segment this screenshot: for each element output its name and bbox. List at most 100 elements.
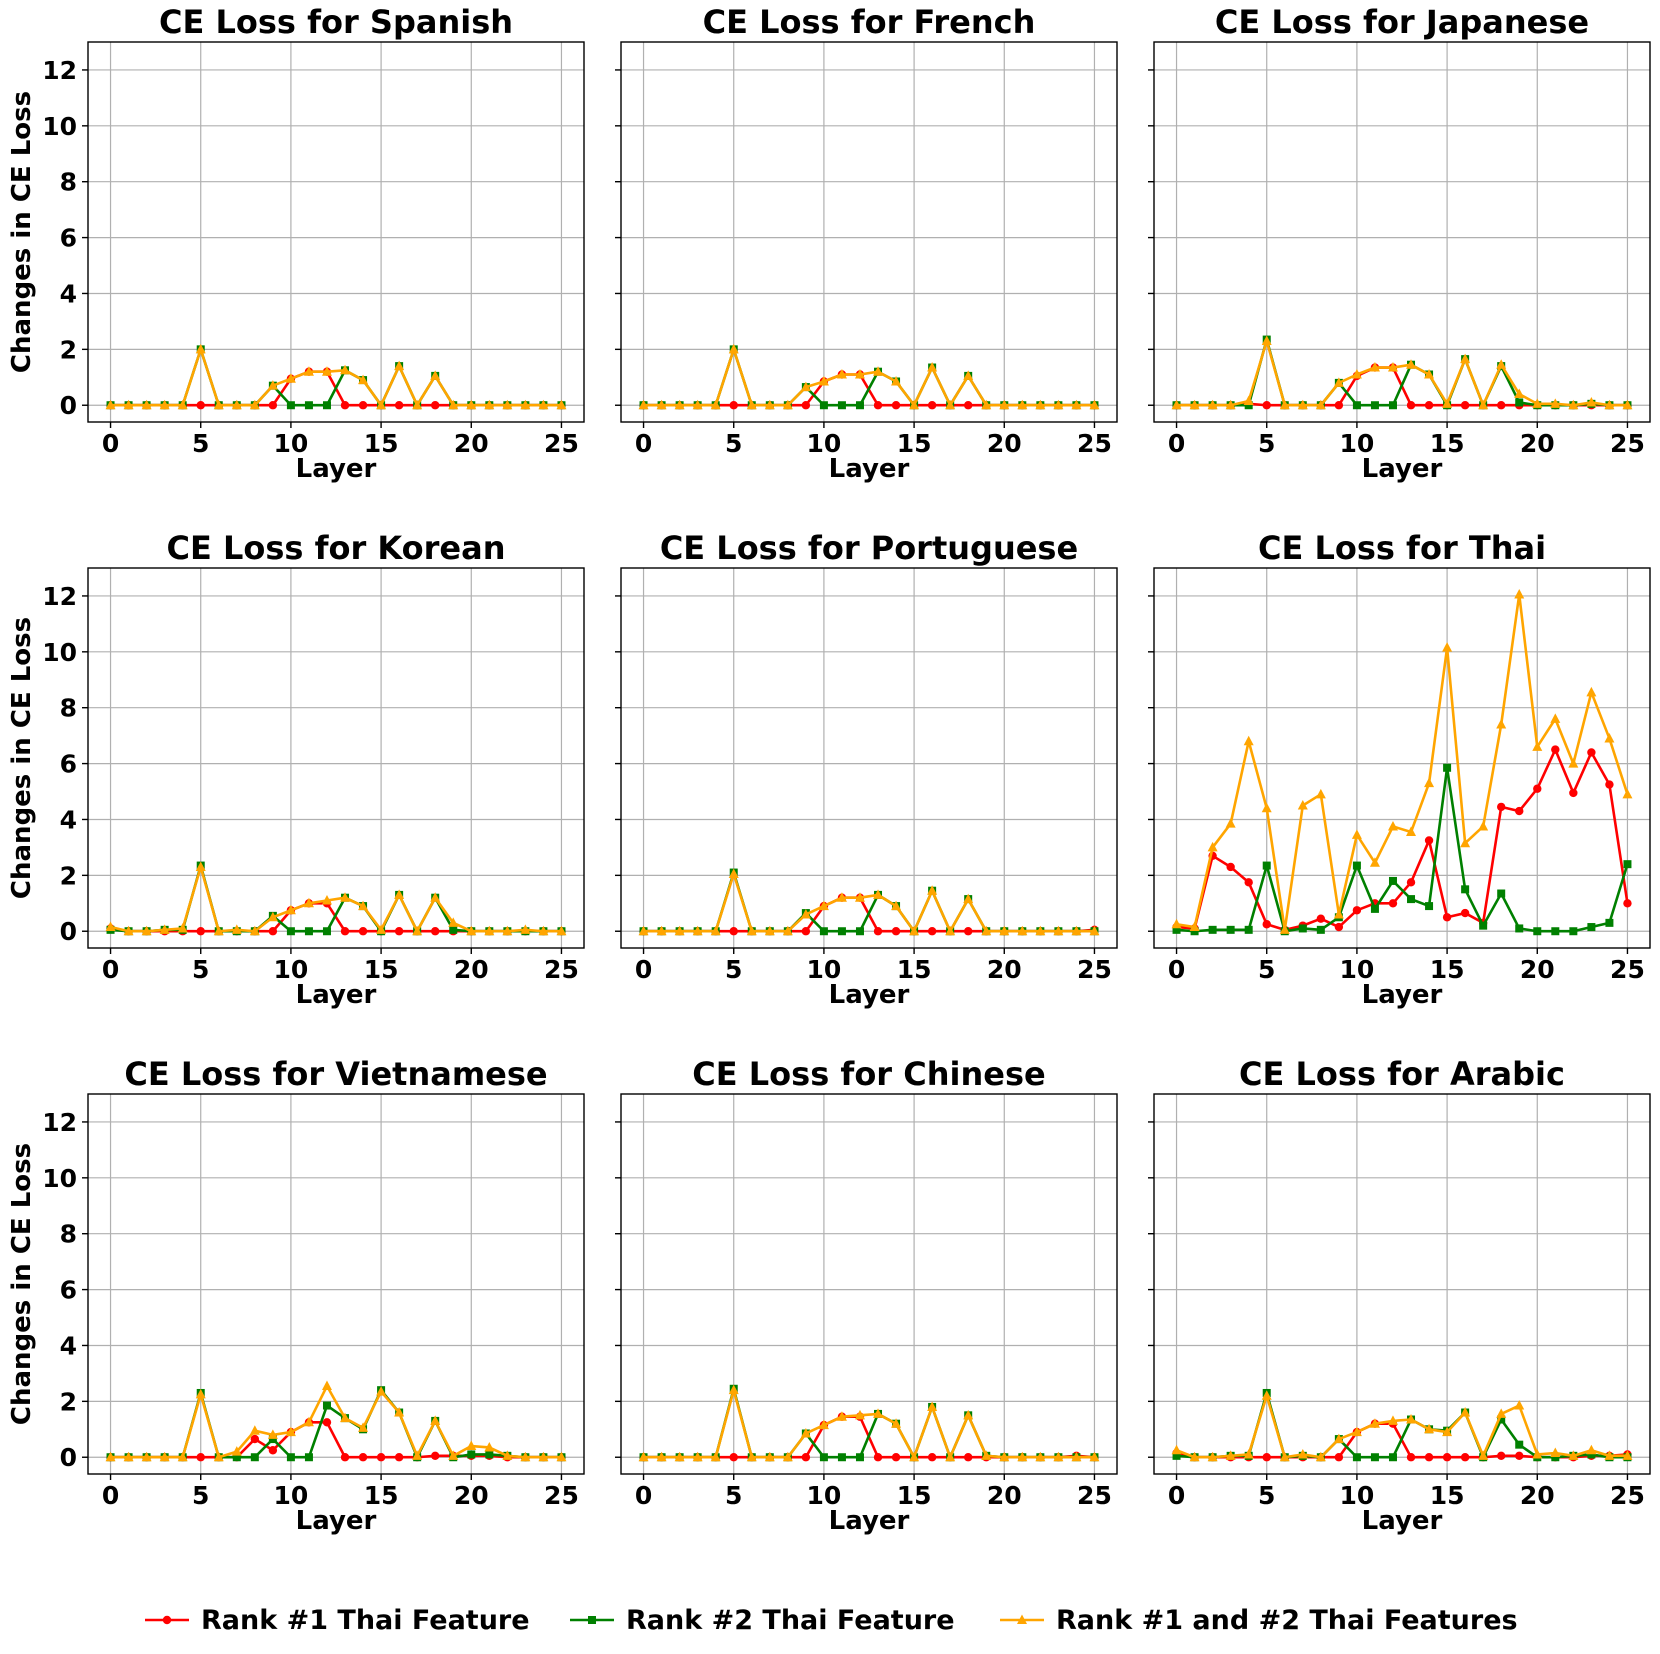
data-point-both xyxy=(376,1386,387,1396)
x-tick-label: 20 xyxy=(987,955,1022,984)
panel-ce-loss-for-portuguese: 0 5 10 15 20 25 CE Loss for Portuguese Layer xyxy=(615,529,1118,1010)
data-point-both xyxy=(358,1422,369,1432)
y-tick-label: 8 xyxy=(60,1220,77,1249)
data-point-both xyxy=(1351,1426,1362,1437)
data-point-rank1 xyxy=(964,927,973,936)
data-point-both xyxy=(999,399,1010,410)
data-point-rank2 xyxy=(1226,925,1235,934)
panel-ce-loss-for-spanish: 0 5 10 15 20 25 0 2 4 6 8 10 12 CE Loss for Spanish La… xyxy=(7,3,585,484)
data-point-both xyxy=(1478,399,1489,410)
data-point-both xyxy=(394,1407,405,1417)
x-tick-label: 0 xyxy=(635,955,652,984)
data-point-both xyxy=(358,374,369,385)
data-point-both xyxy=(1406,359,1417,369)
data-point-rank2 xyxy=(467,1450,476,1459)
x-tick-label: 25 xyxy=(544,1481,579,1510)
data-point-both xyxy=(267,380,278,390)
data-point-both xyxy=(1496,1408,1507,1418)
data-point-rank2 xyxy=(1298,924,1307,933)
data-point-both xyxy=(1225,1450,1236,1460)
data-point-both xyxy=(1478,820,1489,831)
data-point-both xyxy=(1189,399,1200,410)
data-point-both xyxy=(1071,399,1082,410)
data-point-rank1 xyxy=(729,927,738,936)
data-point-rank2 xyxy=(1352,1453,1361,1462)
y-tick-label: 0 xyxy=(60,917,77,946)
x-axis-label: Layer xyxy=(1362,980,1443,1010)
data-point-rank1 xyxy=(1460,401,1470,410)
data-point-both xyxy=(873,366,884,376)
data-point-both xyxy=(981,1450,992,1460)
data-point-both xyxy=(105,1451,116,1462)
y-axis-label: Changes in CE Loss xyxy=(7,1143,37,1425)
data-point-both xyxy=(1053,1451,1064,1462)
data-point-both xyxy=(927,1401,938,1411)
x-tick-label: 5 xyxy=(1258,429,1275,458)
data-point-both xyxy=(999,925,1010,936)
x-tick-label: 5 xyxy=(1258,955,1275,984)
data-point-rank1 xyxy=(340,401,350,410)
data-point-both xyxy=(430,370,441,380)
data-point-both xyxy=(213,399,224,410)
data-point-both xyxy=(1406,826,1417,837)
data-point-both xyxy=(285,1426,296,1437)
series-both xyxy=(105,1380,567,1462)
data-point-both xyxy=(303,366,314,376)
data-point-both xyxy=(1442,1426,1453,1437)
x-tick-label: 25 xyxy=(1077,429,1112,458)
data-point-rank1 xyxy=(891,927,901,936)
data-point-both xyxy=(746,925,757,936)
data-point-both xyxy=(1189,1451,1200,1462)
x-tick-label: 20 xyxy=(1520,1481,1555,1510)
data-point-both xyxy=(1604,1450,1615,1460)
data-point-both xyxy=(782,925,793,936)
y-tick-label: 0 xyxy=(60,391,77,420)
data-point-rank2 xyxy=(1515,398,1524,407)
data-point-rank2 xyxy=(304,1453,313,1462)
data-point-rank2 xyxy=(1352,861,1361,870)
x-tick-label: 5 xyxy=(725,1481,742,1510)
data-point-both xyxy=(448,1450,459,1460)
data-point-both xyxy=(1550,1447,1561,1458)
plot-frame xyxy=(87,567,585,949)
data-point-both xyxy=(466,1440,477,1451)
data-point-rank1 xyxy=(394,927,404,936)
data-point-rank2 xyxy=(1388,876,1397,885)
plot-frame xyxy=(1153,41,1651,423)
panel-title: CE Loss for Japanese xyxy=(1215,3,1589,41)
data-point-rank2 xyxy=(1190,927,1199,936)
data-point-rank2 xyxy=(1244,401,1253,410)
data-point-rank2 xyxy=(449,925,458,934)
data-point-both xyxy=(213,1451,224,1462)
data-point-both xyxy=(159,924,170,934)
y-tick-label: 2 xyxy=(60,335,77,364)
data-point-both xyxy=(782,1451,793,1462)
data-point-rank1 xyxy=(340,927,350,936)
y-tick-label: 6 xyxy=(60,750,77,779)
x-tick-label: 10 xyxy=(807,429,842,458)
data-point-rank1 xyxy=(964,401,973,410)
y-tick-label: 10 xyxy=(42,112,77,141)
data-point-both xyxy=(195,1388,206,1399)
panel-title: CE Loss for French xyxy=(703,3,1036,41)
data-point-rank1 xyxy=(964,1453,973,1462)
data-point-both xyxy=(836,892,847,902)
data-point-rank2 xyxy=(837,401,846,410)
data-point-both xyxy=(249,399,260,410)
data-point-rank1 xyxy=(1424,836,1434,845)
x-tick-label: 15 xyxy=(897,1481,932,1510)
x-tick-label: 20 xyxy=(987,429,1022,458)
x-tick-label: 5 xyxy=(192,429,209,458)
x-tick-label: 5 xyxy=(725,429,742,458)
panel-ce-loss-for-arabic: 0 5 10 15 20 25 CE Loss for Arabic Layer xyxy=(1148,1055,1651,1536)
data-point-both xyxy=(1279,399,1290,410)
data-point-both xyxy=(1035,925,1046,936)
data-point-rank2 xyxy=(1587,923,1596,932)
x-tick-label: 25 xyxy=(544,429,579,458)
series-line-both xyxy=(110,865,562,933)
legend-marker xyxy=(1017,1614,1027,1624)
x-tick-label: 0 xyxy=(102,1481,119,1510)
data-point-both xyxy=(520,399,531,410)
data-point-both xyxy=(321,366,332,376)
data-point-both xyxy=(1622,399,1633,410)
